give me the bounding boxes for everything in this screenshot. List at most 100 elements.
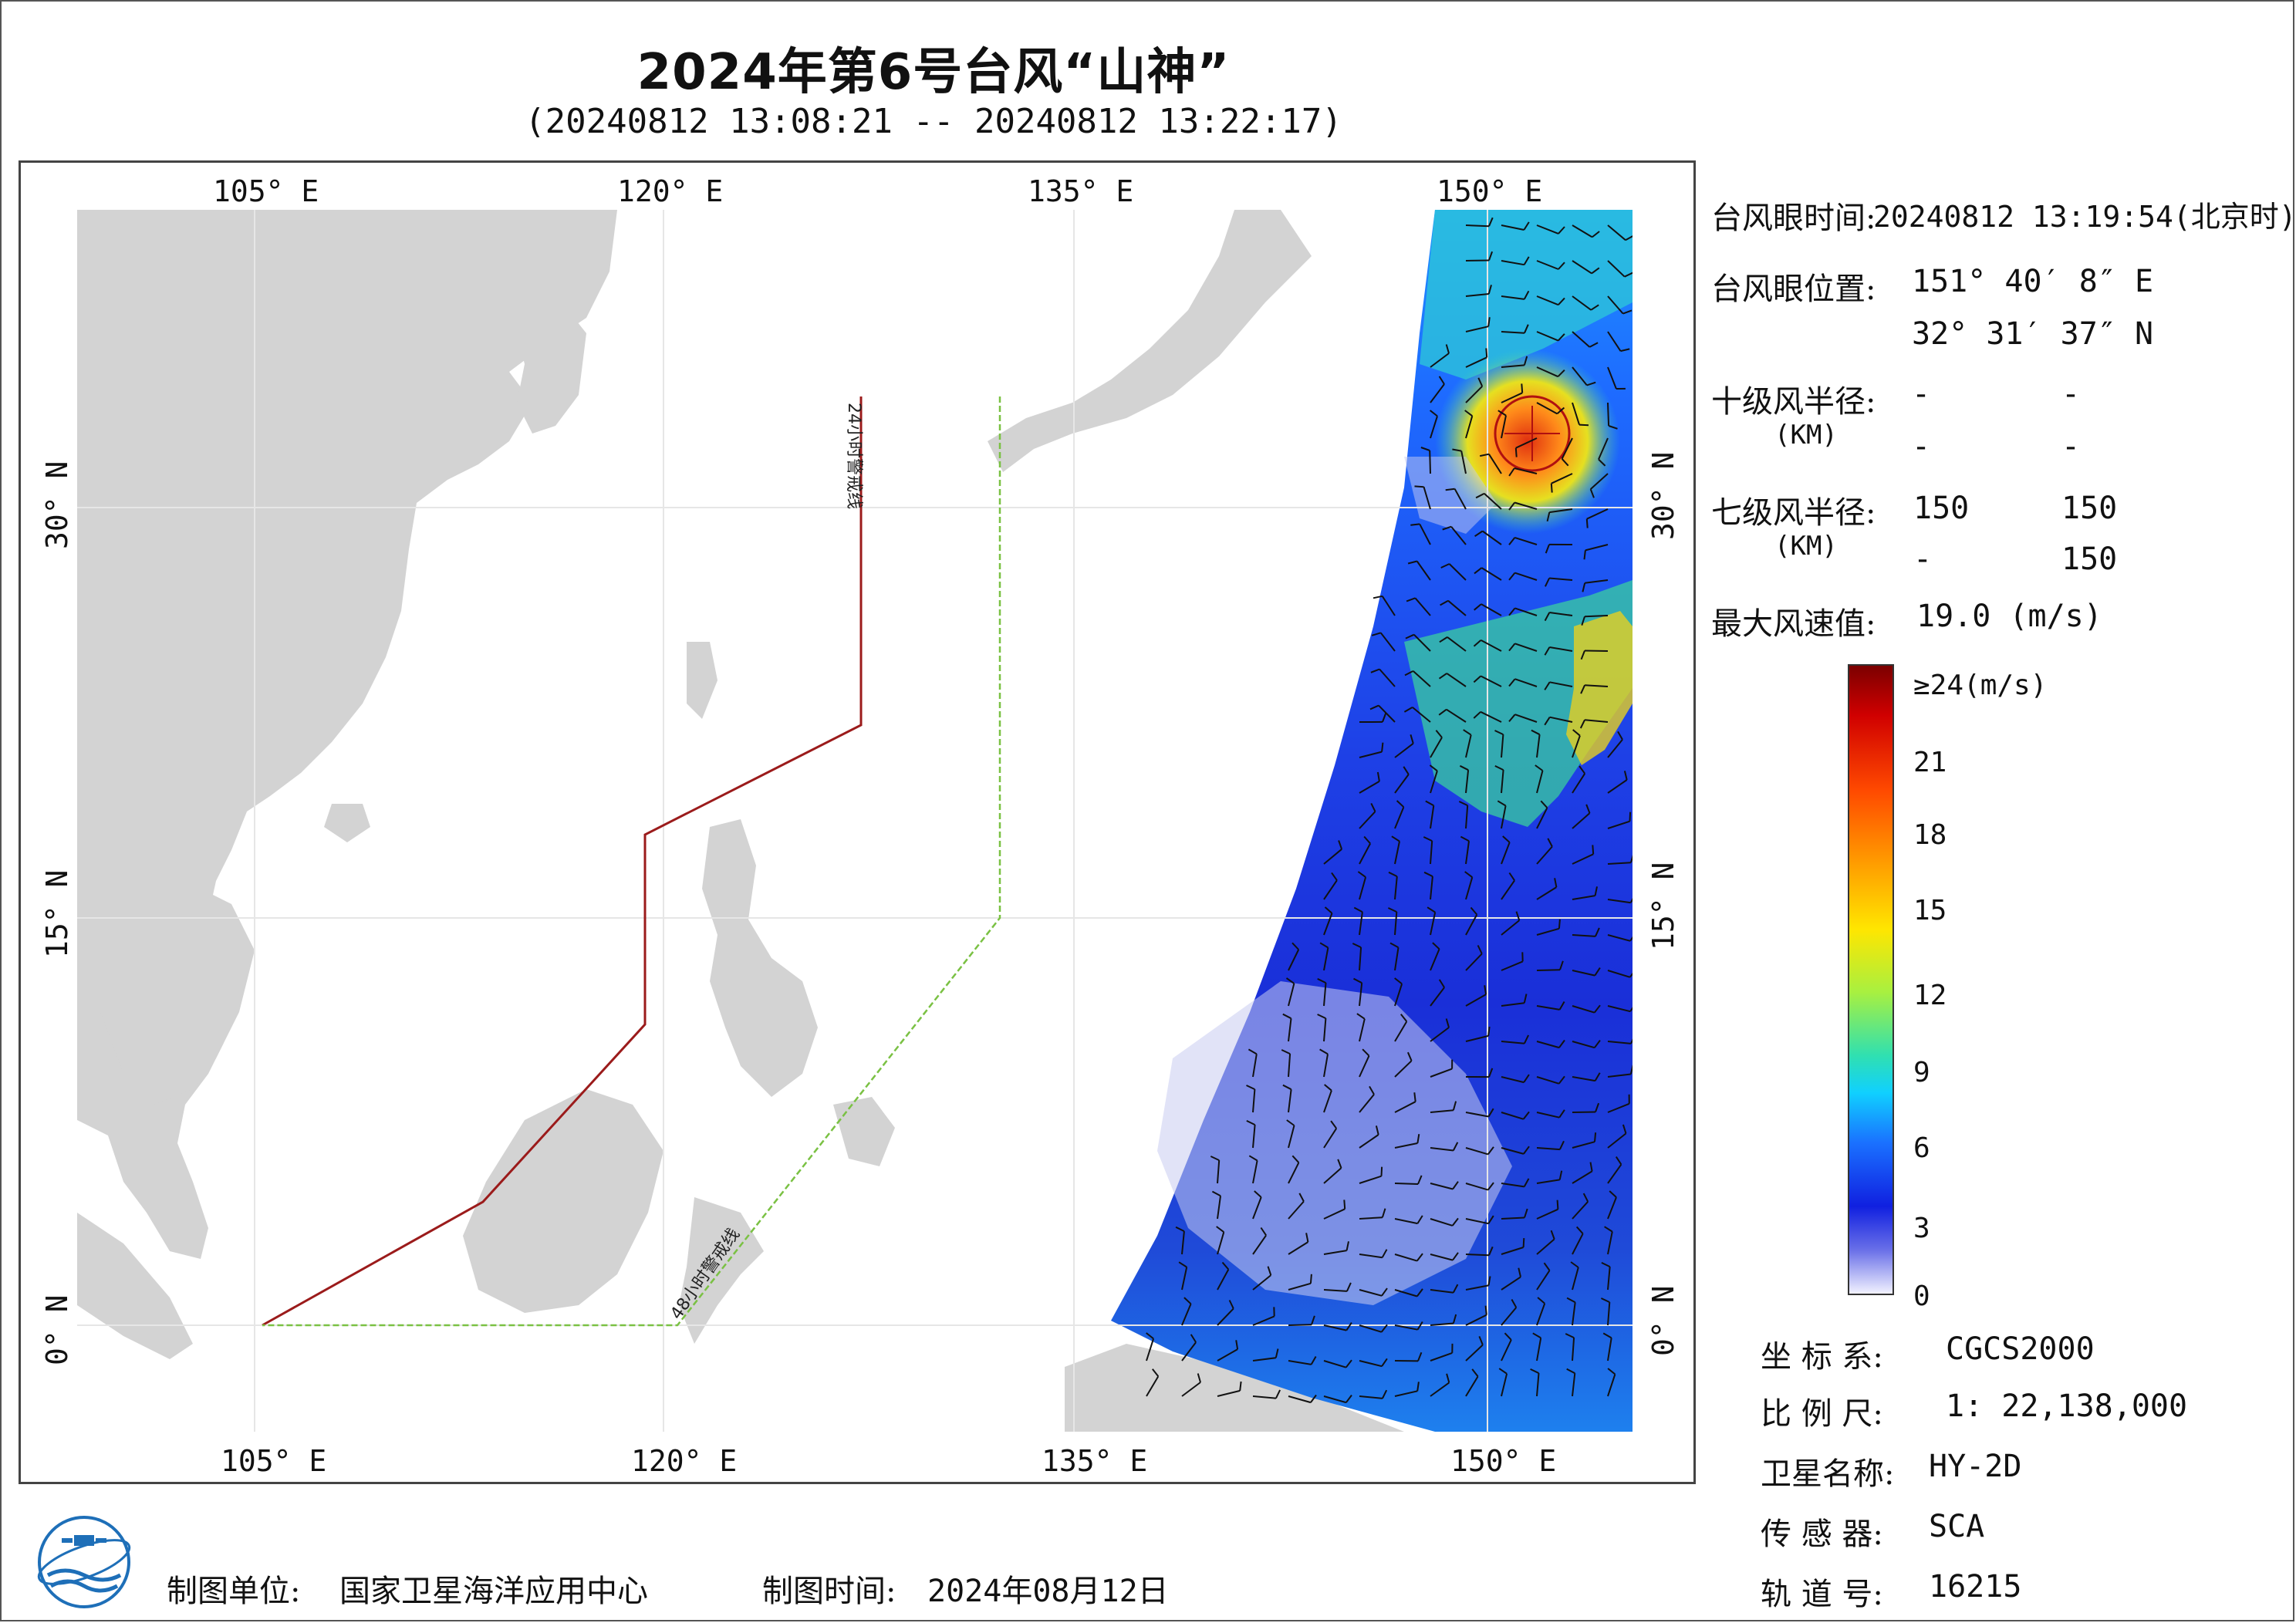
wind-barb-feather xyxy=(1228,1300,1234,1309)
wind-barb-shaft xyxy=(1572,895,1595,900)
lon-label-bottom-135: 135° E xyxy=(1042,1444,1148,1478)
wind-barb-feather xyxy=(1254,1190,1262,1198)
wind-barb-shaft xyxy=(1146,1338,1155,1361)
wind-barb-shaft xyxy=(1572,1302,1576,1326)
wind-barb-shaft xyxy=(1465,224,1490,228)
wind-barb-shaft xyxy=(1572,773,1586,794)
lat-label-left-15: 15° N xyxy=(40,869,74,958)
eye-position-label: 台风眼位置: xyxy=(1711,272,1876,307)
wind-barb-shaft xyxy=(1181,1303,1192,1326)
wind-barb-feather xyxy=(1474,603,1482,611)
wind-barb-feather xyxy=(1572,729,1581,737)
colorbar-label-3: 3 xyxy=(1913,1213,1930,1244)
wind-barb-shaft xyxy=(1465,1344,1484,1361)
wind-barb-feather xyxy=(1317,1014,1326,1020)
wind-barb-feather xyxy=(1629,812,1632,822)
wind-barb-feather xyxy=(1376,771,1380,782)
wind-barb-feather xyxy=(1487,317,1491,327)
wind-barb-shaft xyxy=(1607,934,1631,942)
wind-barb-shaft xyxy=(1423,486,1431,510)
wind-barb-shaft xyxy=(1430,1322,1454,1326)
wind-barb-feather xyxy=(1504,1332,1512,1341)
eye-position-lon: 151° 40′ 8″ E xyxy=(1912,264,2154,299)
wind-barb-shaft xyxy=(1381,596,1396,616)
wind-barb-shaft xyxy=(1572,331,1591,348)
producer-label: 制图单位: xyxy=(167,1574,301,1609)
wind-barb-feather xyxy=(1440,563,1450,569)
wind-barb-feather xyxy=(1498,1368,1508,1375)
wind-barb-feather xyxy=(1439,636,1448,643)
wind-barb-shaft xyxy=(1536,1303,1546,1326)
wind-barb-shaft xyxy=(1549,681,1573,687)
date-value: 2024年08月12日 xyxy=(927,1574,1169,1609)
wind-barb-feather xyxy=(1591,267,1600,275)
wind-barb-shaft xyxy=(1252,1395,1276,1399)
wind-barb-feather xyxy=(1592,231,1600,238)
wind-barb-feather xyxy=(1487,1182,1494,1191)
wind-barb-feather xyxy=(1391,835,1400,842)
wind-barb-feather xyxy=(1546,511,1551,522)
crs-label: 坐 标 系: xyxy=(1761,1339,1883,1375)
wind-barb-feather xyxy=(1407,560,1417,565)
wind-barb-shaft xyxy=(1430,948,1440,971)
wind-barb-feather xyxy=(1337,1159,1342,1169)
wind-barb-shaft xyxy=(1414,597,1431,616)
wind-barb-feather xyxy=(1338,840,1343,850)
orbit-value: 16215 xyxy=(1929,1569,2022,1604)
wind-barb-feather xyxy=(1602,1332,1612,1339)
wind-barb-shaft xyxy=(1288,1282,1312,1291)
wind-barb-shaft xyxy=(1536,734,1541,758)
wind-barb-feather xyxy=(1260,1227,1267,1236)
wind-barb-shaft xyxy=(1460,450,1467,474)
colorbar-label-24: ≥24(m/s) xyxy=(1913,670,2048,701)
wind-barb-feather xyxy=(1423,836,1433,842)
wind-barb-shaft xyxy=(1465,1375,1479,1397)
wind-barb-feather xyxy=(1494,764,1504,771)
wind-barb-shaft xyxy=(1359,876,1367,900)
wind-barb-shaft xyxy=(1536,1112,1560,1119)
wind-barb-feather xyxy=(1557,333,1565,342)
wind-barb-feather xyxy=(1608,425,1618,430)
wind-barb-shaft xyxy=(1607,899,1631,904)
wind-barb-feather xyxy=(1543,1262,1551,1271)
wind-barb-shaft xyxy=(1607,295,1624,315)
wind-barb-shaft xyxy=(1252,1196,1262,1220)
wind-barb-shaft xyxy=(1585,684,1609,687)
wind-barb-feather xyxy=(1473,675,1481,683)
colorbar-label-0: 0 xyxy=(1913,1281,1930,1312)
wind-barb-shaft xyxy=(1323,849,1342,865)
wind-barb-feather xyxy=(1547,838,1553,847)
wind-barb-shaft xyxy=(1288,1125,1295,1149)
wind-barb-feather xyxy=(1554,878,1558,888)
wind-barb-shaft xyxy=(1481,567,1502,581)
wind-barb-feather xyxy=(1508,467,1515,477)
wind-barb-shaft xyxy=(1607,1073,1631,1078)
wind-barb-feather xyxy=(1381,1287,1388,1297)
wind-barb-shaft xyxy=(1217,1348,1238,1361)
wind-barb-shaft xyxy=(1252,1274,1271,1291)
wind-barb-feather xyxy=(1556,407,1565,415)
wind-barb-feather xyxy=(1544,578,1551,587)
wind-barb-feather xyxy=(1285,977,1295,984)
wind-barb-shaft xyxy=(1288,1360,1312,1365)
wind-barb-feather xyxy=(1346,1322,1352,1331)
wind-barb-feather xyxy=(1589,1162,1593,1172)
wind-barb-feather xyxy=(1394,977,1403,985)
land-philippines xyxy=(702,819,818,1097)
wind-barb-shaft xyxy=(1536,1076,1559,1085)
wind-barb-shaft xyxy=(1501,1147,1524,1155)
wind-barb-feather xyxy=(1544,612,1551,622)
wind-barb-feather xyxy=(1515,911,1521,921)
r7-unit: (KM) xyxy=(1774,531,1838,562)
wind-barb-shaft xyxy=(1288,1054,1292,1078)
wind-barb-shaft xyxy=(1379,668,1396,687)
wind-barb-feather xyxy=(1586,381,1596,386)
wind-barb-shaft xyxy=(1536,260,1559,270)
wind-barb-shaft xyxy=(1359,1134,1379,1149)
wind-barb-feather xyxy=(1403,707,1413,713)
wind-barb-feather xyxy=(1451,1217,1459,1227)
wind-barb-shaft xyxy=(1501,224,1524,231)
wind-barb-feather xyxy=(1382,1389,1388,1399)
map-title: 2024年第6号台风“山神” xyxy=(636,44,1231,101)
wind-barb-feather xyxy=(1464,871,1473,879)
